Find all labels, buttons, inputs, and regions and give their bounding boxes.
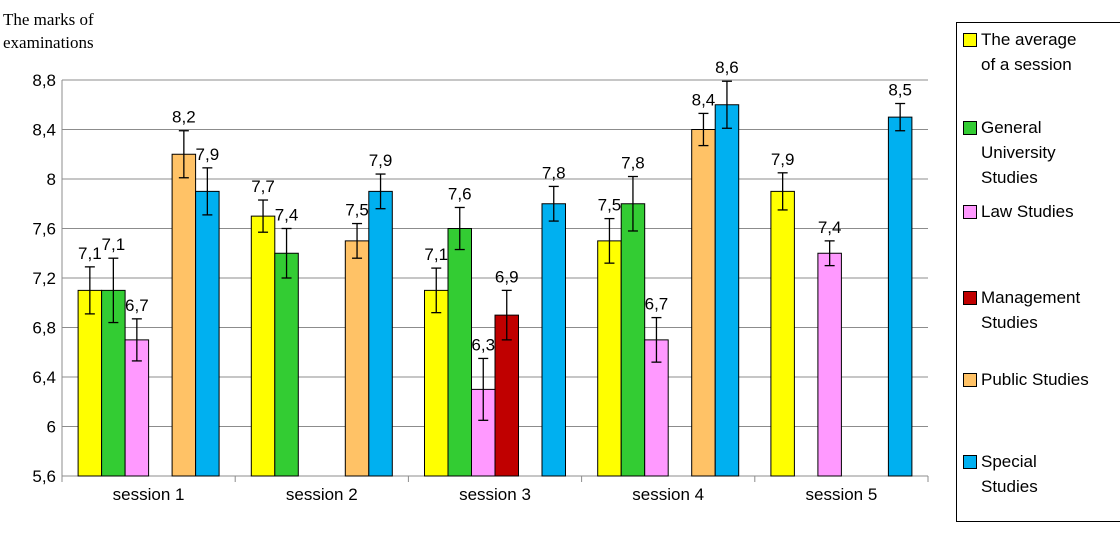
bar [714,104,740,477]
y-tick-label: 8 [47,170,56,189]
bar [250,215,276,477]
data-label: 8,6 [715,58,739,77]
legend: The average of a session General University… [956,22,1120,522]
legend-label: Special Studies [981,452,1038,496]
bar [344,240,370,477]
bar [770,190,795,477]
legend-item: Law Studies [963,199,1120,224]
bar [597,240,622,477]
legend-swatch [963,121,977,135]
y-tick-label: 6 [47,418,56,437]
legend-swatch [963,373,977,387]
bar [368,190,393,477]
data-label: 7,7 [251,177,275,196]
data-label: 6,7 [125,296,149,315]
bar [817,252,842,477]
bar [424,289,449,477]
x-tick-label: session 5 [805,485,877,504]
legend-item: Special Studies [963,449,1120,499]
y-tick-label: 7,2 [32,269,56,288]
bar [620,203,646,477]
data-label: 8,2 [172,108,196,127]
data-label: 7,1 [424,245,448,264]
data-label: 7,9 [771,150,795,169]
legend-item: General University Studies [963,115,1120,190]
bar [77,289,103,477]
data-label: 8,5 [888,81,912,100]
data-label: 7,5 [598,196,622,215]
bar [171,153,197,477]
y-tick-label: 6,4 [32,368,56,387]
data-label: 6,9 [495,267,519,286]
legend-label: The average of a session [981,30,1077,74]
x-tick-label: session 2 [286,485,358,504]
legend-label: Public Studies [981,370,1089,389]
bar [691,129,716,477]
y-tick-label: 8,4 [32,121,56,140]
data-label: 7,9 [369,151,393,170]
bar [274,252,299,477]
legend-item: Management Studies [963,285,1120,335]
y-tick-label: 6,8 [32,319,56,338]
bar [447,228,472,477]
legend-label: Management Studies [981,288,1081,332]
y-tick-label: 8,8 [32,71,56,90]
data-label: 7,1 [78,244,102,263]
data-label: 8,4 [692,90,716,109]
y-tick-label: 7,6 [32,220,56,239]
bar [887,116,913,477]
bar [195,190,220,477]
data-label: 7,6 [448,184,472,203]
data-label: 6,3 [471,335,495,354]
legend-swatch [963,33,977,47]
legend-item: The average of a session [963,27,1120,77]
data-label: 7,9 [196,145,220,164]
x-tick-label: session 1 [113,485,185,504]
legend-item: Public Studies [963,367,1120,392]
y-axis-title: The marks of examinations [3,10,94,52]
data-label: 7,8 [542,163,566,182]
data-label: 7,4 [275,206,299,225]
y-tick-label: 5,6 [32,467,56,486]
legend-swatch [963,291,977,305]
bar [541,203,566,477]
data-label: 7,5 [345,201,369,220]
legend-swatch [963,205,977,219]
x-tick-label: session 3 [459,485,531,504]
data-label: 6,7 [645,295,669,314]
legend-label: Law Studies [981,202,1074,221]
data-label: 7,4 [818,218,842,237]
legend-label: General University Studies [981,118,1056,187]
x-tick-label: session 4 [632,485,704,504]
legend-swatch [963,455,977,469]
data-label: 7,1 [102,235,126,254]
data-label: 7,8 [621,154,645,173]
